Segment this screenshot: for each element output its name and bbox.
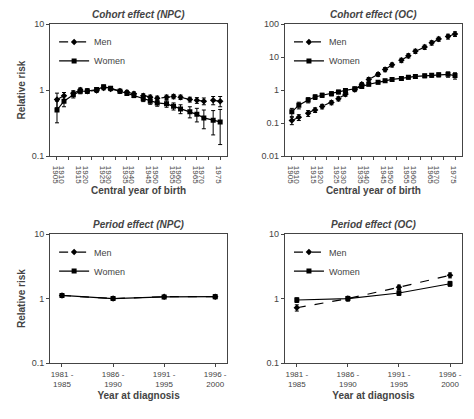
svg-text:Year at diagnosis: Year at diagnosis: [332, 390, 415, 401]
svg-text:1960: 1960: [409, 166, 418, 184]
svg-text:1975: 1975: [214, 166, 223, 184]
svg-text:1996 -2000: 1996 -2000: [439, 370, 462, 389]
svg-text:Men: Men: [94, 248, 112, 258]
svg-text:1955: 1955: [168, 166, 177, 184]
svg-text:Period effect (OC): Period effect (OC): [331, 219, 416, 230]
svg-text:Women: Women: [94, 56, 125, 66]
svg-text:1: 1: [274, 294, 279, 304]
svg-text:1950: 1950: [151, 166, 160, 184]
svg-text:1935: 1935: [121, 166, 130, 184]
svg-text:1920: 1920: [81, 166, 90, 184]
svg-text:10: 10: [269, 229, 279, 239]
svg-text:Central year of birth: Central year of birth: [91, 185, 186, 196]
svg-text:1955: 1955: [402, 166, 411, 184]
svg-text:1910: 1910: [292, 166, 301, 184]
svg-text:1925: 1925: [332, 166, 341, 184]
svg-text:1940: 1940: [127, 166, 136, 184]
svg-text:1: 1: [39, 85, 44, 95]
svg-text:1905: 1905: [51, 166, 60, 184]
svg-text:1981 -1985: 1981 -1985: [285, 370, 308, 389]
svg-text:1945: 1945: [144, 166, 153, 184]
svg-text:Year at diagnosis: Year at diagnosis: [97, 390, 180, 401]
svg-text:Women: Women: [329, 267, 360, 277]
svg-text:Women: Women: [94, 267, 125, 277]
svg-text:Women: Women: [329, 56, 360, 66]
svg-text:0.01: 0.01: [262, 151, 280, 161]
svg-text:1970: 1970: [197, 166, 206, 184]
svg-text:10: 10: [34, 229, 44, 239]
svg-text:1965: 1965: [191, 166, 200, 184]
svg-text:1950: 1950: [386, 166, 395, 184]
svg-text:1915: 1915: [74, 166, 83, 184]
svg-text:Relative risk: Relative risk: [16, 60, 27, 119]
svg-text:1915: 1915: [309, 166, 318, 184]
svg-text:Period effect (NPC): Period effect (NPC): [93, 219, 185, 230]
svg-text:1930: 1930: [104, 166, 113, 184]
svg-text:1925: 1925: [98, 166, 107, 184]
svg-text:Men: Men: [94, 37, 112, 47]
svg-text:10: 10: [34, 19, 44, 29]
svg-text:1970: 1970: [432, 166, 441, 184]
svg-text:0.1: 0.1: [32, 358, 45, 368]
svg-text:1991 -1995: 1991 -1995: [388, 370, 411, 389]
svg-text:1905: 1905: [286, 166, 295, 184]
svg-text:Men: Men: [329, 248, 347, 258]
svg-text:Men: Men: [329, 37, 347, 47]
svg-text:1935: 1935: [356, 166, 365, 184]
svg-text:Cohort effect (OC): Cohort effect (OC): [330, 9, 417, 20]
svg-text:0.1: 0.1: [32, 151, 45, 161]
svg-text:0.1: 0.1: [267, 358, 280, 368]
svg-text:Relative risk: Relative risk: [16, 269, 27, 328]
svg-text:1975: 1975: [449, 166, 458, 184]
svg-text:1: 1: [274, 85, 279, 95]
svg-text:1920: 1920: [316, 166, 325, 184]
svg-text:1910: 1910: [57, 166, 66, 184]
svg-text:1945: 1945: [379, 166, 388, 184]
svg-text:1940: 1940: [362, 166, 371, 184]
svg-text:Central year of birth: Central year of birth: [326, 185, 421, 196]
svg-text:1986 -1990: 1986 -1990: [337, 370, 360, 389]
svg-text:1965: 1965: [426, 166, 435, 184]
svg-text:1996 -2000: 1996 -2000: [204, 370, 227, 389]
svg-text:1: 1: [39, 294, 44, 304]
svg-text:0.1: 0.1: [267, 118, 280, 128]
svg-text:1930: 1930: [339, 166, 348, 184]
svg-text:10: 10: [269, 52, 279, 62]
svg-text:1986 -1990: 1986 -1990: [102, 370, 125, 389]
svg-text:1960: 1960: [174, 166, 183, 184]
svg-text:100: 100: [264, 19, 279, 29]
svg-text:1981 -1985: 1981 -1985: [51, 370, 74, 389]
svg-text:1991 -1995: 1991 -1995: [153, 370, 176, 389]
svg-text:Cohort effect (NPC): Cohort effect (NPC): [92, 9, 185, 20]
